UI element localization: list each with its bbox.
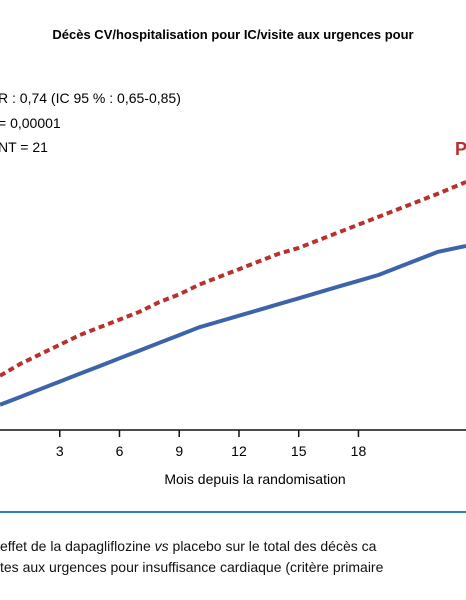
chart-title: Décès CV/hospitalisation pour IC/visite … [52, 27, 413, 42]
x-tick-label: 18 [351, 443, 367, 459]
x-tick-label: 12 [231, 443, 247, 459]
caption-line-1: effet de la dapagliflozine vs placebo su… [0, 536, 466, 557]
series-layer [0, 180, 466, 407]
series-label-placebo: P [455, 139, 466, 159]
caption-text: placebo sur le total des décès ca [168, 538, 377, 554]
stat-p-value: = 0,00001 [0, 115, 61, 131]
x-ticks: 3 6 9 12 15 18 [56, 430, 367, 459]
series-line-placebo [0, 180, 466, 378]
x-axis-label: Mois depuis la randomisation [164, 471, 345, 487]
chart: Décès CV/hospitalisation pour IC/visite … [0, 27, 466, 487]
caption-divider [0, 511, 466, 513]
x-tick-label: 9 [175, 443, 183, 459]
x-tick-label: 15 [291, 443, 307, 459]
x-tick-label: 6 [116, 443, 124, 459]
caption-italic: vs [154, 538, 169, 554]
caption-line-2: tes aux urgences pour insuffisance cardi… [0, 559, 384, 575]
series-line-dapagliflozine [0, 243, 466, 407]
stat-hazard-ratio: R : 0,74 (IC 95 % : 0,65-0,85) [0, 90, 181, 106]
x-tick-label: 3 [56, 443, 64, 459]
stat-nnt: NT = 21 [0, 139, 48, 155]
figure-caption: effet de la dapagliflozine vs placebo su… [0, 536, 466, 578]
caption-text: effet de la dapagliflozine [0, 538, 155, 554]
